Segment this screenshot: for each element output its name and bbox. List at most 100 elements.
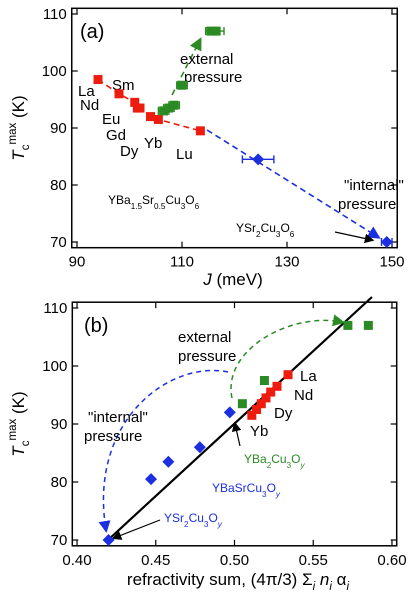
x-tick-label: 110 [170,254,194,271]
text-part: O [208,511,217,525]
formula: YBaSrCu3Oy [212,481,281,499]
annotation: external [178,329,231,346]
y-tick-label: 110 [43,300,67,317]
point [162,455,175,468]
annotation: Eu [102,111,120,128]
formula: YSr2Cu3O6 [236,221,295,239]
panel-label: (a) [80,21,104,43]
text-part: Cu [165,193,180,207]
y-axis-label: Tcmax (K) [7,95,32,160]
text-part: (K) [9,391,28,418]
text-part: O [280,221,289,235]
point [145,473,158,486]
point [130,97,140,107]
point [193,441,206,454]
text-part: J [202,270,212,289]
y-tick-label: 80 [50,177,67,194]
annotation: external [180,51,233,68]
text-part: 6 [195,202,200,211]
text-part: y [275,490,281,499]
text-part: (K) [9,95,28,122]
point [266,387,276,397]
point [283,370,293,380]
point [256,399,266,409]
text-part: 3 [181,202,186,211]
point [343,320,353,330]
y-tick-label: 90 [50,120,67,137]
annotation: "internal" [344,177,404,194]
annotation: pressure [338,196,396,213]
annotation: pressure [184,69,242,86]
point [211,26,221,36]
annotation: Gd [106,127,126,144]
point [363,320,373,330]
point [252,153,265,166]
point [261,393,271,403]
internal-arrow [98,369,229,533]
point [259,376,269,385]
formula: YBa2Cu3Oy [244,452,305,470]
point [247,410,257,420]
x-tick-label: 0.45 [141,552,170,569]
text-part: T [9,149,28,161]
text-part: 3 [204,520,209,529]
y-tick-label: 90 [51,416,68,433]
text-part: 3 [276,230,281,239]
text-part: α [332,570,347,589]
text-part: (meV) [212,270,263,289]
point [237,399,247,409]
y-tick-label: 70 [50,234,67,251]
annotation: pressure [178,348,236,365]
x-tick-label: 0.50 [220,552,249,569]
text-part: T [9,445,28,457]
annotation: pressure [84,428,142,445]
y-tick-label: 70 [51,532,68,549]
y-tick-label: 110 [43,6,67,23]
pointer-arrow [231,421,242,447]
text-part: YSr [236,221,256,235]
point [252,405,262,414]
y-tick-label: 100 [42,358,67,375]
point [93,75,103,85]
text-part: Cu [189,511,204,525]
point [380,236,393,248]
point [169,100,179,110]
text-part: 1.5 [131,202,143,211]
x-axis-label: J (meV) [202,270,263,289]
point [272,381,282,391]
text-part: 3 [287,461,292,470]
text-part: Sr [142,193,154,207]
annotation: Dy [120,143,139,160]
annotation: Dy [274,405,293,422]
internal-arrow [206,129,381,239]
text-part: 2 [184,520,189,529]
x-tick-label: 130 [274,254,299,271]
text-part: YBaSrCu [212,481,262,495]
panel-label: (b) [84,315,108,337]
text-part: c [20,144,32,150]
pointer-arrow [334,231,375,244]
annotation: Yb [144,135,162,152]
text-part: 3 [262,490,267,499]
external-arrow [230,314,345,399]
x-tick-label: 0.40 [62,552,91,569]
pointer-arrow [111,519,161,540]
text-part: n [315,570,329,589]
text-part: max [7,122,19,144]
text-part: YBa [244,452,267,466]
formula: YBa1.5Sr0.5Cu3O6 [108,193,200,211]
point [153,114,163,124]
text-part: i [313,581,316,593]
text-part: O [185,193,194,207]
text-part: Cu [271,452,286,466]
point [223,406,236,419]
text-part: 0.5 [154,202,166,211]
annotation: Lu [176,146,193,163]
annotation: Nd [294,387,313,404]
point [146,112,155,122]
text-part: max [7,418,19,440]
fit-line [107,296,373,541]
point [177,80,187,90]
annotation: La [78,83,95,100]
point [195,126,205,136]
